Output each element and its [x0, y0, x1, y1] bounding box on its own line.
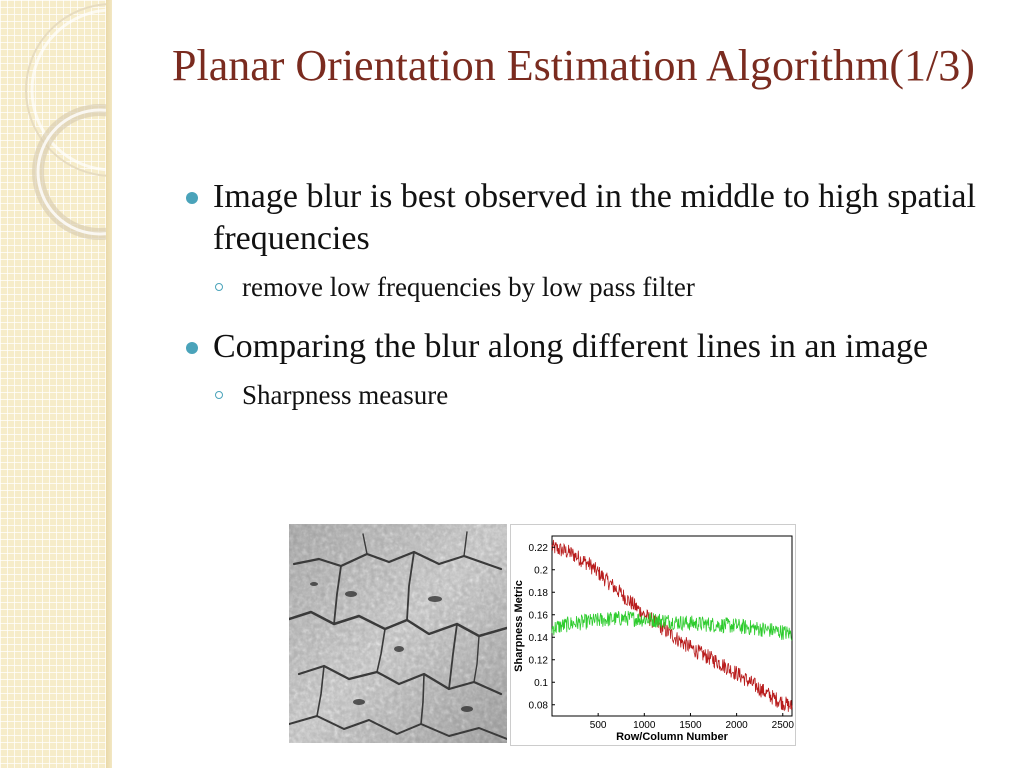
bullet-list: Image blur is best observed in the middl… [186, 176, 986, 434]
sharpness-chart-svg: 500 1000 1500 2000 2500 0.08 0.1 0.12 0.14 0.16 0.… [510, 524, 796, 746]
y-tick-label: 0.18 [529, 588, 549, 599]
series-layer [551, 539, 793, 712]
bullet-dot-icon [186, 192, 198, 204]
x-tick-label: 1500 [679, 720, 702, 731]
sidebar-circle-ornament [25, 3, 112, 240]
series-line-1 [551, 539, 793, 712]
texture-image [289, 524, 507, 743]
slide-title: Planar Orientation Estimation Algorithm(… [172, 41, 975, 90]
x-tick-label: 2500 [772, 720, 795, 731]
y-tick-label: 0.14 [529, 633, 549, 644]
tick-layer: 500 1000 1500 2000 2500 0.08 0.1 0.12 0.14 0.16 0.… [529, 543, 795, 731]
decorative-sidebar [0, 0, 112, 768]
x-axis-label: Row/Column Number [616, 731, 729, 743]
x-tick-label: 2000 [725, 720, 748, 731]
bullet-item: Image blur is best observed in the middl… [186, 176, 986, 260]
sidebar-edge [106, 0, 112, 768]
y-tick-label: 0.2 [534, 565, 548, 576]
series-line-2 [551, 610, 793, 641]
bullet-text: Comparing the blur along different lines… [213, 328, 929, 365]
y-tick-label: 0.08 [529, 700, 549, 711]
bullet-dot-icon [186, 342, 198, 354]
y-tick-label: 0.12 [529, 655, 549, 666]
y-tick-label: 0.16 [529, 610, 549, 621]
sub-bullet-ring-icon [215, 391, 223, 399]
sub-bullet-item: Sharpness measure [186, 378, 986, 412]
y-tick-label: 0.1 [534, 678, 548, 689]
sub-bullet-text: Sharpness measure [242, 380, 449, 410]
x-tick-label: 1000 [633, 720, 656, 731]
sub-bullet-text: remove low frequencies by low pass filte… [242, 272, 695, 302]
y-tick-label: 0.22 [529, 543, 549, 554]
x-tick-label: 500 [590, 720, 607, 731]
sharpness-chart: 500 1000 1500 2000 2500 0.08 0.1 0.12 0.14 0.16 0.… [510, 524, 796, 746]
sub-bullet-item: remove low frequencies by low pass filte… [186, 270, 986, 304]
bullet-text: Image blur is best observed in the middl… [213, 178, 976, 257]
sub-bullet-ring-icon [215, 283, 223, 291]
y-axis-label: Sharpness Metric [513, 580, 525, 672]
bullet-item: Comparing the blur along different lines… [186, 326, 986, 368]
